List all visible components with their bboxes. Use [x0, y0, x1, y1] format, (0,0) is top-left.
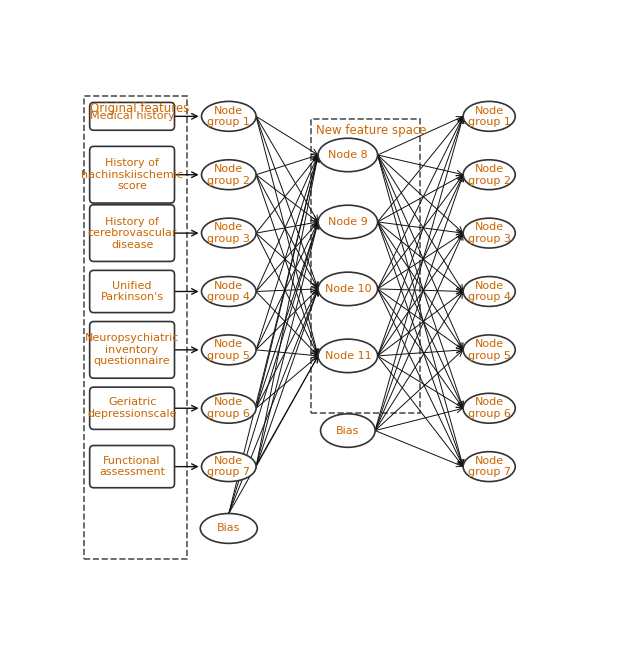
Text: Node
group 7: Node group 7 — [468, 456, 511, 478]
Text: Node
group 2: Node group 2 — [468, 164, 511, 185]
Text: Geriatric
depressionscale: Geriatric depressionscale — [87, 397, 177, 419]
Text: Node 11: Node 11 — [324, 351, 371, 361]
Text: Node
group 1: Node group 1 — [468, 106, 511, 127]
Text: New feature space: New feature space — [316, 124, 426, 137]
FancyBboxPatch shape — [90, 147, 175, 203]
FancyBboxPatch shape — [90, 322, 175, 378]
Ellipse shape — [200, 514, 257, 543]
Text: Node
group 1: Node group 1 — [207, 106, 250, 127]
Text: Node
group 5: Node group 5 — [468, 339, 511, 361]
Bar — [84, 96, 187, 559]
Text: History of
cerebrovascular
disease: History of cerebrovascular disease — [87, 217, 177, 250]
Text: Node
group 3: Node group 3 — [468, 222, 511, 244]
Ellipse shape — [202, 335, 256, 365]
Text: Unified
Parkinson's: Unified Parkinson's — [100, 281, 164, 302]
Text: Node
group 7: Node group 7 — [207, 456, 250, 478]
Ellipse shape — [318, 272, 378, 306]
Text: Node
group 2: Node group 2 — [207, 164, 250, 185]
Ellipse shape — [463, 452, 515, 482]
Ellipse shape — [318, 205, 378, 239]
Ellipse shape — [463, 102, 515, 131]
Text: Node 9: Node 9 — [328, 217, 368, 227]
Bar — [310, 119, 420, 413]
Ellipse shape — [318, 138, 378, 172]
FancyBboxPatch shape — [90, 446, 175, 488]
Text: Node
group 6: Node group 6 — [207, 397, 250, 419]
Text: History of
hachinskiischemic
score: History of hachinskiischemic score — [81, 158, 183, 191]
Ellipse shape — [202, 160, 256, 189]
FancyBboxPatch shape — [90, 270, 175, 312]
Text: Functional
assessment: Functional assessment — [99, 456, 165, 478]
Text: Node
group 5: Node group 5 — [207, 339, 250, 361]
Ellipse shape — [463, 335, 515, 365]
Text: Neuropsychiatric
inventory
questionnaire: Neuropsychiatric inventory questionnaire — [85, 333, 179, 367]
Ellipse shape — [318, 339, 378, 373]
FancyBboxPatch shape — [90, 205, 175, 262]
Text: Original features: Original features — [90, 102, 189, 115]
Ellipse shape — [321, 414, 375, 448]
Ellipse shape — [202, 276, 256, 306]
Text: Node
group 6: Node group 6 — [468, 397, 511, 419]
Text: Bias: Bias — [336, 425, 360, 436]
Text: Node 8: Node 8 — [328, 150, 368, 160]
FancyBboxPatch shape — [90, 387, 175, 429]
Ellipse shape — [202, 218, 256, 248]
Ellipse shape — [202, 452, 256, 482]
Ellipse shape — [463, 218, 515, 248]
Text: Node
group 4: Node group 4 — [468, 281, 511, 302]
Text: Node 10: Node 10 — [324, 284, 371, 294]
Ellipse shape — [202, 393, 256, 423]
Text: Medical history: Medical history — [90, 111, 175, 121]
Ellipse shape — [463, 276, 515, 306]
Ellipse shape — [463, 160, 515, 189]
Text: Bias: Bias — [217, 523, 241, 533]
Text: Node
group 4: Node group 4 — [207, 281, 250, 302]
FancyBboxPatch shape — [90, 102, 175, 130]
Text: Node
group 3: Node group 3 — [207, 222, 250, 244]
Ellipse shape — [202, 102, 256, 131]
Ellipse shape — [463, 393, 515, 423]
